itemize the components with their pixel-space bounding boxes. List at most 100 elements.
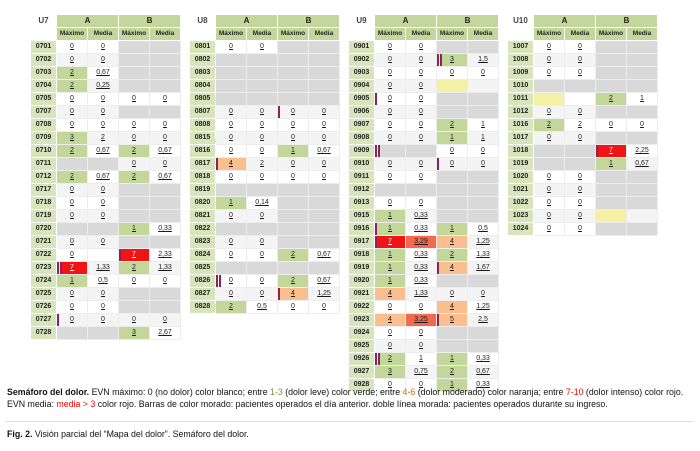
evn-max-cell: 0 xyxy=(533,209,565,223)
evn-media-cell: 0 xyxy=(308,157,340,171)
evn-max-cell: 0 xyxy=(215,274,247,288)
evn-media-cell: 0 xyxy=(246,40,278,54)
operated-patient-bar xyxy=(375,353,380,365)
evn-media-cell: 0 xyxy=(467,157,499,171)
evn-media-cell xyxy=(626,53,658,67)
evn-media-cell: 0 xyxy=(246,144,278,158)
bed-row: 0701 0 0 xyxy=(30,40,181,54)
subheader-maximo: Máximo xyxy=(374,27,406,41)
evn-max-cell: 0 xyxy=(374,79,406,93)
evn-media-cell: 0,33 xyxy=(405,209,437,223)
bed-row: 1011 2 1 xyxy=(507,92,658,106)
evn-max-cell xyxy=(595,222,627,236)
evn-media-cell xyxy=(87,326,119,340)
bed-row: 0905 0 0 xyxy=(348,92,499,106)
bed-id: 0902 xyxy=(348,53,375,67)
bed-id: 0708 xyxy=(30,118,57,132)
evn-max-cell: 0 xyxy=(56,53,88,67)
bed-id: 0815 xyxy=(189,131,216,145)
evn-max-cell xyxy=(277,196,309,210)
bed-id: 0925 xyxy=(348,339,375,353)
bed-row: 0726 0 0 xyxy=(30,300,181,314)
evn-media-cell xyxy=(308,261,340,275)
evn-media-cell xyxy=(246,79,278,93)
unit-label-spacer xyxy=(348,27,375,41)
evn-media-cell: 0 xyxy=(564,131,596,145)
bed-row: 1019 1 0,67 xyxy=(507,157,658,171)
evn-media-cell xyxy=(467,92,499,106)
bed-row: 0721 0 0 xyxy=(30,235,181,249)
evn-max-cell: 4 xyxy=(374,313,406,327)
unit-label: U10 xyxy=(507,14,534,28)
evn-media-cell xyxy=(626,183,658,197)
operated-patient-bar xyxy=(375,145,380,157)
bed-id: 0823 xyxy=(189,235,216,249)
evn-media-cell: 1 xyxy=(405,352,437,366)
evn-max-cell: 0 xyxy=(374,300,406,314)
evn-max-cell xyxy=(118,79,150,93)
evn-max-cell xyxy=(215,79,247,93)
evn-media-cell: 0 xyxy=(246,105,278,119)
evn-max-cell xyxy=(118,53,150,67)
bed-row: 0828 2 0,5 0 0 xyxy=(189,300,340,314)
evn-max-cell xyxy=(595,79,627,93)
evn-max-cell: 0 xyxy=(215,170,247,184)
evn-media-cell xyxy=(87,222,119,236)
caption-segment: (dolor leve) color verde; entre xyxy=(282,387,403,397)
evn-max-cell: 0 xyxy=(56,183,88,197)
evn-max-cell xyxy=(595,170,627,184)
evn-max-cell xyxy=(374,183,406,197)
evn-media-cell: 1,33 xyxy=(149,261,181,275)
evn-max-cell: 0 xyxy=(374,170,406,184)
bed-id: 0801 xyxy=(189,40,216,54)
evn-media-cell xyxy=(467,209,499,223)
bed-row: 0911 0 0 xyxy=(348,170,499,184)
evn-media-cell xyxy=(149,300,181,314)
evn-media-cell: 0,5 xyxy=(87,274,119,288)
evn-max-cell: 0 xyxy=(56,287,88,301)
bed-id: 0802 xyxy=(189,53,216,67)
evn-max-cell: 0 xyxy=(215,40,247,54)
evn-max-cell xyxy=(436,196,468,210)
evn-max-cell: 0 xyxy=(436,287,468,301)
evn-max-cell: 0 xyxy=(215,209,247,223)
subheader-media: Media xyxy=(405,27,437,41)
subheader-media: Media xyxy=(467,27,499,41)
unit-label: U9 xyxy=(348,14,375,28)
subheader-maximo: Máximo xyxy=(533,27,565,41)
bed-id: 0906 xyxy=(348,105,375,119)
evn-max-cell xyxy=(533,144,565,158)
bed-row: 0921 4 1,33 0 0 xyxy=(348,287,499,301)
evn-media-cell: 0 xyxy=(87,40,119,54)
operated-patient-bar xyxy=(437,262,439,274)
bed-id: 0904 xyxy=(348,79,375,93)
evn-max-cell: 1 xyxy=(374,209,406,223)
evn-max-cell xyxy=(595,209,627,223)
bed-row: 1012 0 0 xyxy=(507,105,658,119)
evn-media-cell xyxy=(467,326,499,340)
evn-media-cell xyxy=(467,105,499,119)
bed-id: 0913 xyxy=(348,196,375,210)
evn-max-cell: 0 xyxy=(533,183,565,197)
evn-max-cell: 0 xyxy=(118,313,150,327)
bed-id: 0908 xyxy=(348,131,375,145)
evn-media-cell xyxy=(308,196,340,210)
bed-id: 0928 xyxy=(348,378,375,392)
bed-row: 0705 0 0 0 0 xyxy=(30,92,181,106)
evn-max-cell: 0 xyxy=(118,274,150,288)
bed-row: 0802 xyxy=(189,53,340,67)
evn-media-cell xyxy=(246,261,278,275)
bed-row: 0720 1 0,33 xyxy=(30,222,181,236)
bed-row: 0902 0 0 3 1,5 xyxy=(348,53,499,67)
evn-media-cell: 0,67 xyxy=(308,248,340,262)
bed-row: 0913 0 0 xyxy=(348,196,499,210)
evn-media-cell: 1 xyxy=(626,92,658,106)
evn-max-cell: 2 xyxy=(436,118,468,132)
operated-patient-bar xyxy=(216,158,218,170)
bed-row: 0815 0 0 0 0 xyxy=(189,131,340,145)
evn-max-cell: 2 xyxy=(533,118,565,132)
evn-max-cell: 7 xyxy=(56,261,88,275)
evn-media-cell xyxy=(564,79,596,93)
evn-max-cell: 5 xyxy=(436,313,468,327)
evn-media-cell xyxy=(149,105,181,119)
